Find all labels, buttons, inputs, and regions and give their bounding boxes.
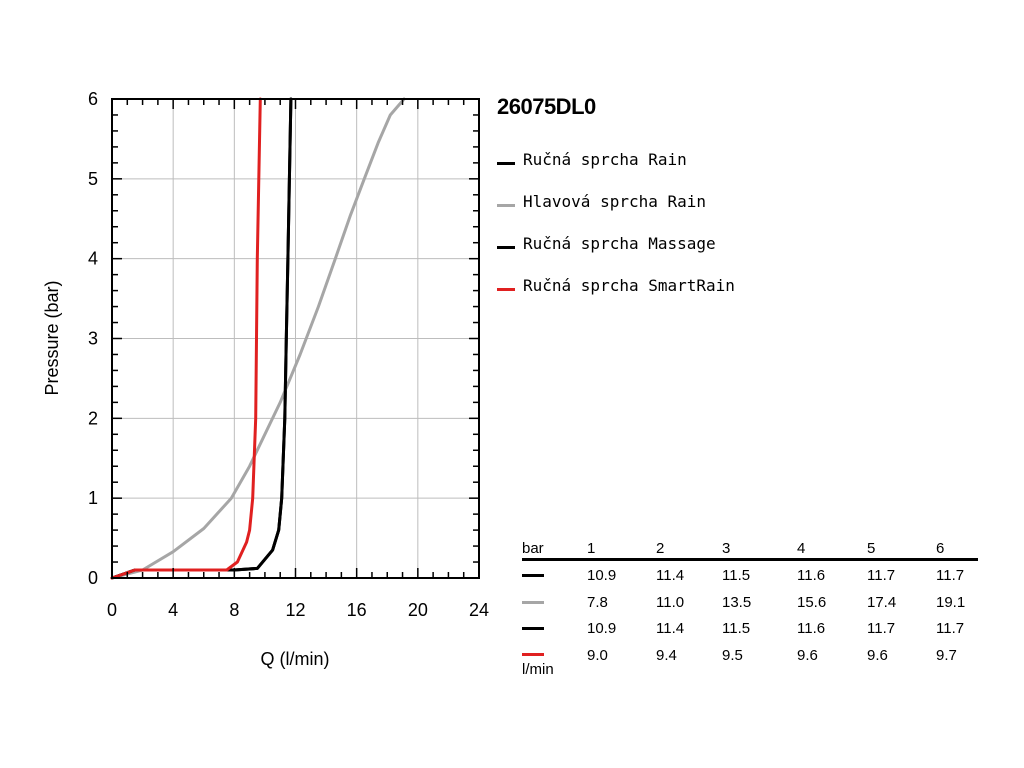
y-tick-label: 6	[88, 89, 98, 109]
legend-swatch	[497, 162, 515, 165]
table-cell: 11.7	[867, 567, 896, 584]
table-cell: 19.1	[936, 594, 966, 611]
table-cell: 11.4	[656, 567, 685, 584]
header-cell: 6	[936, 540, 945, 557]
x-axis-title: Q (l/min)	[261, 649, 330, 669]
table-cell: 11.7	[867, 620, 896, 637]
table-cell: 17.4	[867, 594, 897, 611]
table-cell: 11.6	[797, 620, 826, 637]
table-cell: 11.6	[797, 567, 826, 584]
y-tick-label: 5	[88, 169, 98, 189]
y-tick-label: 2	[88, 408, 98, 428]
y-tick-label: 0	[88, 568, 98, 588]
model-title: 26075DL0	[497, 94, 596, 119]
table-cell: 9.5	[722, 647, 743, 664]
x-tick-label: 16	[347, 600, 367, 620]
row-swatch	[522, 601, 544, 604]
grid-lines	[112, 99, 479, 578]
header-unit: bar	[522, 540, 544, 557]
y-axis-title: Pressure (bar)	[42, 280, 62, 395]
y-tick-label: 4	[88, 249, 98, 269]
table-cell: 15.6	[797, 594, 827, 611]
axis-ticks	[111, 98, 480, 579]
table-cell: 11.7	[936, 620, 965, 637]
table-cell: 9.4	[656, 647, 677, 664]
table-cell: 11.7	[936, 567, 965, 584]
series-line	[110, 97, 406, 580]
y-tick-label: 1	[88, 488, 98, 508]
x-tick-label: 4	[168, 600, 178, 620]
x-tick-label: 24	[469, 600, 489, 620]
table-cell: 10.9	[587, 567, 617, 584]
legend-swatch	[497, 204, 515, 207]
legend-label: Hlavová sprcha Rain	[523, 192, 707, 211]
legend-label: Ručná sprcha Rain	[523, 150, 687, 169]
x-tick-label: 8	[229, 600, 239, 620]
series-line	[110, 97, 262, 580]
x-tick-label: 12	[285, 600, 305, 620]
header-cell: 2	[656, 540, 665, 557]
table-cell: 7.8	[587, 594, 608, 611]
table-cell: 9.7	[936, 647, 957, 664]
table-cell: 10.9	[587, 620, 617, 637]
table-cell: 11.0	[656, 594, 685, 611]
legend-swatch	[497, 246, 515, 249]
flow-table: bar 1 2 3 4 5 6 10.9 11.4 11.5 11.6 11.7…	[522, 540, 978, 680]
table-cell: 11.5	[722, 620, 751, 637]
x-tick-label: 0	[107, 600, 117, 620]
table-cell: 11.5	[722, 567, 751, 584]
legend-label: Ručná sprcha SmartRain	[523, 276, 735, 295]
table-cell: 9.6	[797, 647, 818, 664]
header-cell: 5	[867, 540, 876, 557]
row-swatch	[522, 574, 544, 577]
table-cell: 9.6	[867, 647, 888, 664]
x-tick-label: 20	[408, 600, 428, 620]
y-tick-label: 3	[88, 329, 98, 349]
table-header: bar 1 2 3 4 5 6	[522, 540, 978, 558]
row-swatch	[522, 653, 544, 656]
row-swatch	[522, 627, 544, 630]
footer-unit: l/min	[522, 661, 554, 678]
series-lines	[110, 97, 406, 580]
table-cell: 9.0	[587, 647, 608, 664]
table-cell: 11.4	[656, 620, 685, 637]
table-rule	[522, 558, 978, 561]
header-cell: 3	[722, 540, 731, 557]
table-cell: 13.5	[722, 594, 752, 611]
legend-swatch	[497, 288, 515, 291]
legend-label: Ručná sprcha Massage	[523, 234, 716, 253]
header-cell: 1	[587, 540, 596, 557]
header-cell: 4	[797, 540, 806, 557]
